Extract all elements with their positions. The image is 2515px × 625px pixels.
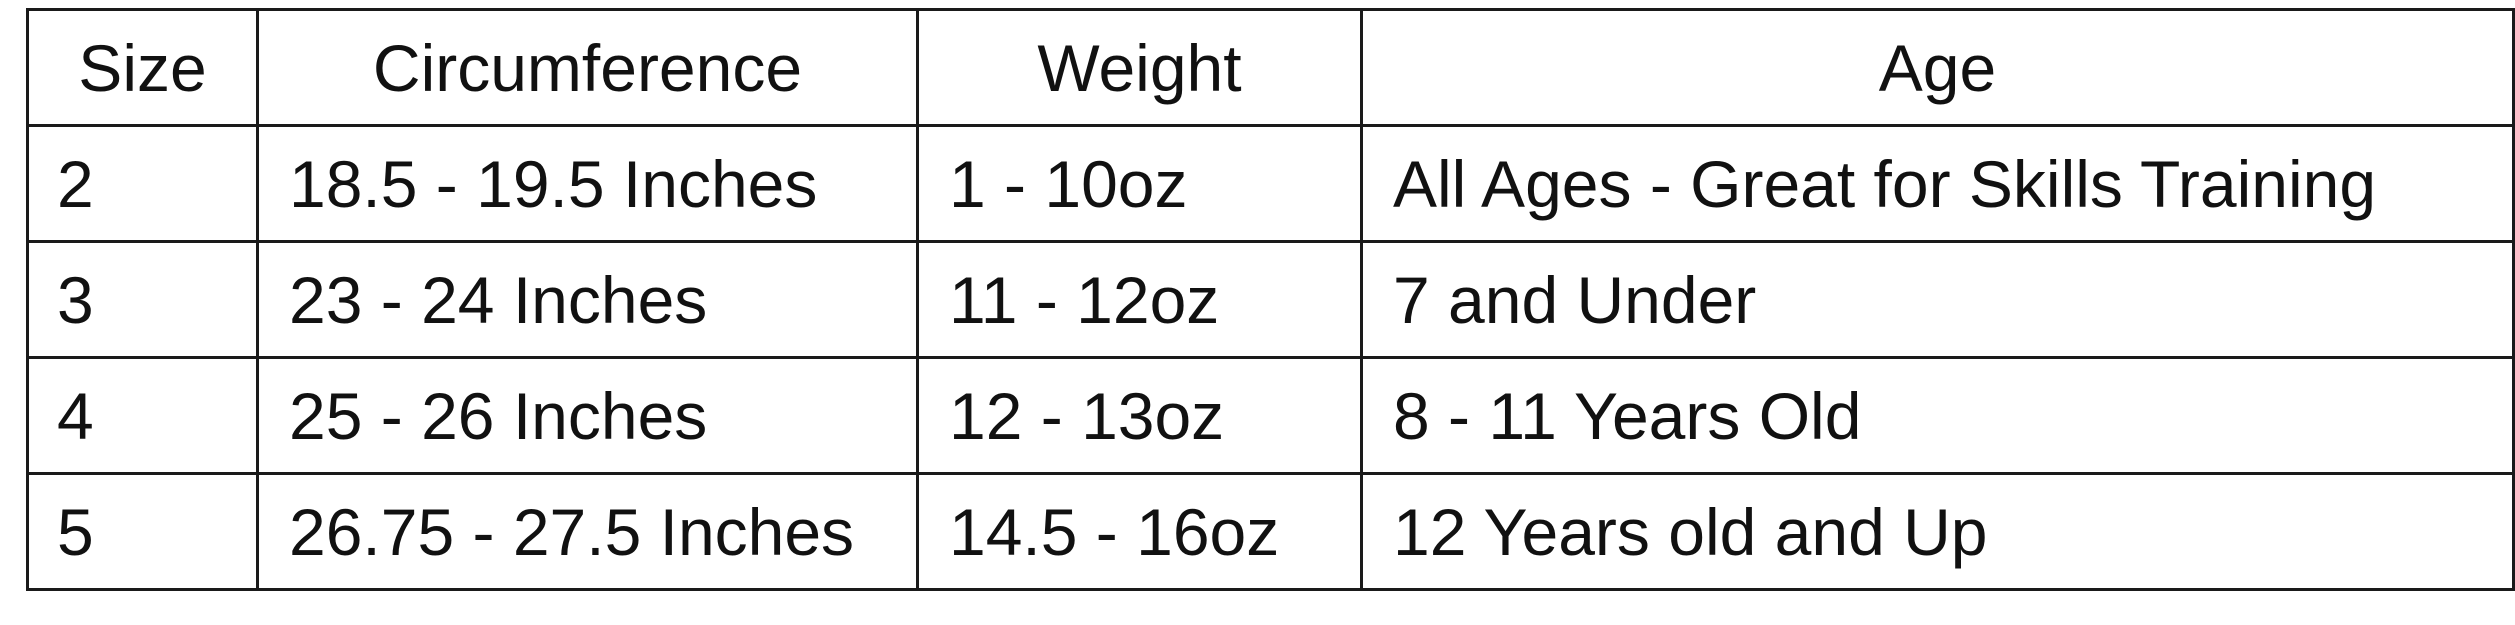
cell-circumference: 26.75 - 27.5 Inches bbox=[256, 472, 919, 591]
cell-age: All Ages - Great for Skills Training bbox=[1360, 124, 2515, 243]
cell-weight: 14.5 - 16oz bbox=[916, 472, 1363, 591]
ball-size-table: Size Circumference Weight Age 2 18.5 - 1… bbox=[26, 8, 2515, 591]
cell-size: 3 bbox=[26, 240, 259, 359]
cell-age: 8 - 11 Years Old bbox=[1360, 356, 2515, 475]
header-circumference: Circumference bbox=[256, 8, 919, 127]
cell-age: 12 Years old and Up bbox=[1360, 472, 2515, 591]
cell-weight: 11 - 12oz bbox=[916, 240, 1363, 359]
cell-circumference: 18.5 - 19.5 Inches bbox=[256, 124, 919, 243]
table-row: 4 25 - 26 Inches 12 - 13oz 8 - 11 Years … bbox=[26, 356, 2515, 475]
cell-size: 5 bbox=[26, 472, 259, 591]
cell-size: 2 bbox=[26, 124, 259, 243]
table-row: 3 23 - 24 Inches 11 - 12oz 7 and Under bbox=[26, 240, 2515, 359]
cell-circumference: 25 - 26 Inches bbox=[256, 356, 919, 475]
header-age: Age bbox=[1360, 8, 2515, 127]
cell-weight: 1 - 10oz bbox=[916, 124, 1363, 243]
table-row: 5 26.75 - 27.5 Inches 14.5 - 16oz 12 Yea… bbox=[26, 472, 2515, 591]
table-row: 2 18.5 - 19.5 Inches 1 - 10oz All Ages -… bbox=[26, 124, 2515, 243]
table-header-row: Size Circumference Weight Age bbox=[26, 8, 2515, 127]
cell-age: 7 and Under bbox=[1360, 240, 2515, 359]
cell-weight: 12 - 13oz bbox=[916, 356, 1363, 475]
cell-size: 4 bbox=[26, 356, 259, 475]
header-size: Size bbox=[26, 8, 259, 127]
header-weight: Weight bbox=[916, 8, 1363, 127]
cell-circumference: 23 - 24 Inches bbox=[256, 240, 919, 359]
